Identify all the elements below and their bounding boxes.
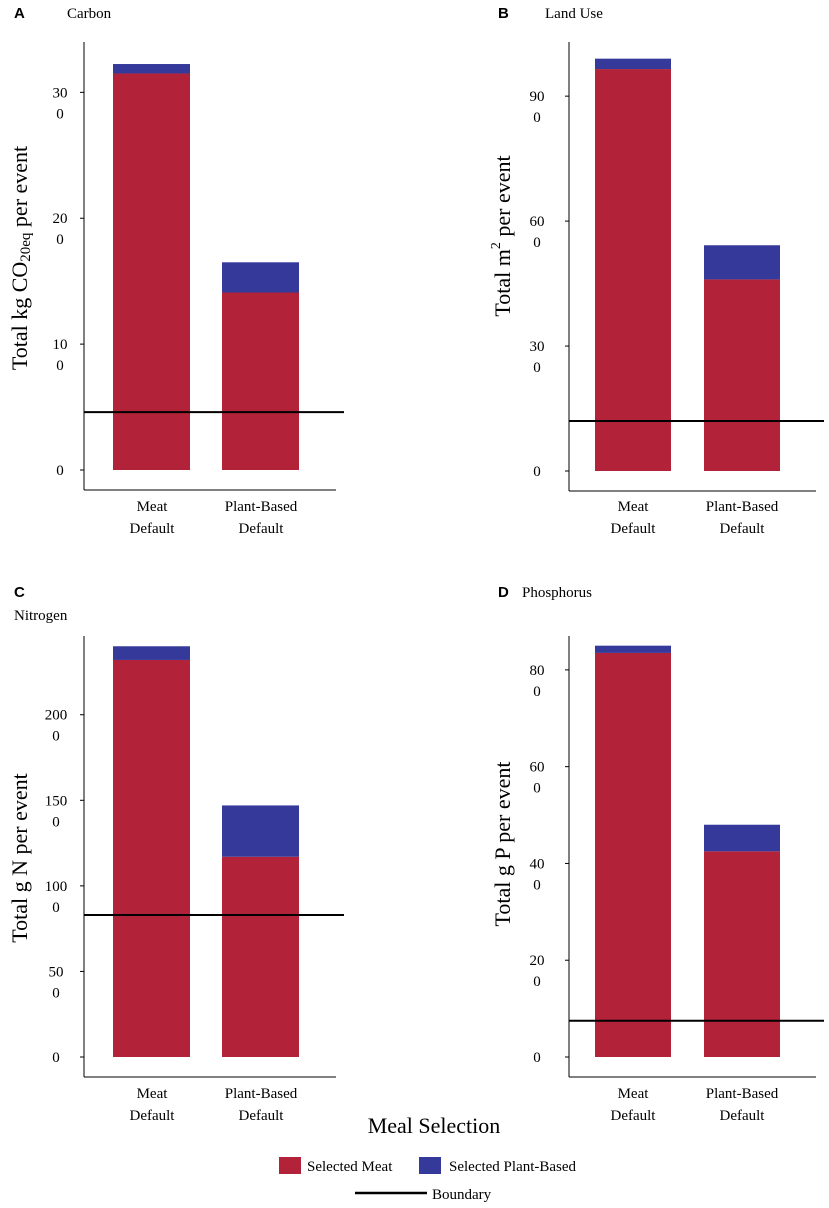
- panel-letter: B: [498, 5, 509, 22]
- y-tick-label: 40 0: [530, 856, 545, 893]
- bar-plant-meat-default: [113, 64, 190, 74]
- y-tick-label: 200 0: [45, 708, 68, 745]
- y-tick-label: 50 0: [49, 964, 64, 1001]
- bar-meat-plant-default: [222, 292, 299, 470]
- x-axis-title: Meal Selection: [368, 1113, 501, 1138]
- bar-plant-meat-default: [113, 646, 190, 660]
- y-tick-label: 150 0: [45, 793, 68, 830]
- panel-title: Carbon: [67, 6, 112, 22]
- y-tick-label: 20 0: [53, 211, 68, 248]
- bar-meat-meat-default: [595, 69, 671, 471]
- panel-letter: A: [14, 5, 25, 22]
- y-tick-label: 10 0: [53, 337, 68, 374]
- bar-plant-meat-default: [595, 58, 671, 70]
- bar-meat-plant-default: [222, 856, 299, 1057]
- bar-meat-plant-default: [704, 279, 780, 471]
- bar-plant-meat-default: [595, 645, 671, 653]
- panel-letter: D: [498, 584, 509, 601]
- bar-meat-meat-default: [113, 659, 190, 1057]
- x-category-label: Meat Default: [130, 499, 176, 537]
- y-tick-label: 0: [533, 1050, 541, 1066]
- panel-letter: C: [14, 584, 25, 601]
- x-category-label: Meat Default: [611, 499, 657, 537]
- x-category-label: Meat Default: [611, 1086, 657, 1124]
- panel-title: Phosphorus: [522, 585, 592, 601]
- panel-a: A Carbon 0 10 0 20 0 30 0 Meat Default Plant-Based D…: [7, 5, 344, 537]
- y-tick-label: 0: [533, 464, 541, 480]
- x-category-label: Plant-Based Default: [225, 1086, 298, 1124]
- legend-swatch-plant: [419, 1157, 441, 1174]
- legend-label-boundary: Boundary: [432, 1187, 492, 1203]
- panel-b: B Land Use 0 30 0 60 0 90 0 Meat Default Plant-Base…: [489, 5, 824, 537]
- legend-label-plant: Selected Plant-Based: [449, 1159, 577, 1175]
- bar-meat-meat-default: [595, 652, 671, 1057]
- legend-swatch-meat: [279, 1157, 301, 1174]
- bar-plant-plant-default: [222, 805, 299, 857]
- bar-meat-meat-default: [113, 73, 190, 471]
- x-category-label: Plant-Based Default: [706, 1086, 779, 1124]
- y-tick-label: 100 0: [45, 879, 68, 916]
- legend-label-meat: Selected Meat: [307, 1159, 393, 1175]
- y-tick-label: 60 0: [530, 214, 545, 251]
- y-tick-label: 0: [56, 463, 64, 479]
- y-tick-label: 80 0: [530, 663, 545, 700]
- bar-plant-plant-default: [222, 262, 299, 293]
- legend: Selected Meat Selected Plant-Based Bound…: [279, 1157, 577, 1203]
- bar-meat-plant-default: [704, 851, 780, 1057]
- panel-title: Nitrogen: [14, 608, 68, 624]
- y-tick-label: 60 0: [530, 760, 545, 797]
- panel-title: Land Use: [545, 6, 603, 22]
- bar-plant-plant-default: [704, 824, 780, 852]
- y-axis-title: Total g P per event: [490, 761, 515, 926]
- panel-c: C Nitrogen 0 50 0 100 0 150 0 200 0 Meat Default Plan…: [7, 584, 344, 1124]
- x-category-label: Plant-Based Default: [225, 499, 298, 537]
- y-axis-title: Total kg CO20eq per event: [7, 146, 34, 370]
- y-tick-label: 30 0: [53, 85, 68, 122]
- y-tick-label: 30 0: [530, 339, 545, 376]
- y-axis-title: Total m2 per event: [489, 155, 515, 316]
- bar-plant-plant-default: [704, 245, 780, 280]
- x-category-label: Meat Default: [130, 1086, 176, 1124]
- chart-panels: A Carbon 0 10 0 20 0 30 0 Meat Default Plant-Based D…: [7, 5, 824, 1124]
- panel-d: D Phosphorus 0 20 0 40 0 60 0 80 0 Meat Default Plant…: [490, 584, 824, 1124]
- x-category-label: Plant-Based Default: [706, 499, 779, 537]
- y-axis-title: Total g N per event: [7, 773, 32, 943]
- y-tick-label: 20 0: [530, 953, 545, 990]
- y-tick-label: 0: [52, 1050, 60, 1066]
- y-tick-label: 90 0: [530, 89, 545, 126]
